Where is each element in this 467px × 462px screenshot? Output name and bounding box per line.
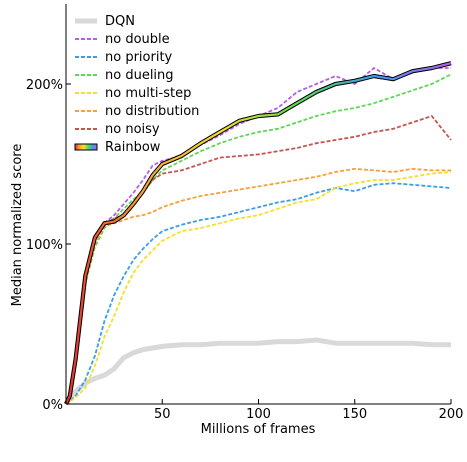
legend-label-no-priority: no priority bbox=[105, 50, 173, 65]
legend-label-no-multi-step: no multi-step bbox=[105, 86, 191, 101]
legend-label-no-distribution: no distribution bbox=[105, 104, 199, 119]
x-tick-label: 200 bbox=[439, 407, 464, 422]
y-tick-label: 100% bbox=[26, 238, 63, 253]
axes: 50 100 150 200 0% 100% 200% bbox=[26, 4, 464, 422]
legend-label-dqn: DQN bbox=[105, 14, 135, 29]
plot-area bbox=[64, 61, 452, 406]
series-line-no-noisy bbox=[65, 115, 452, 405]
y-tick-label: 200% bbox=[26, 78, 63, 93]
y-axis-label: Median normalized score bbox=[10, 144, 25, 307]
legend: DQN no double no priority no dueling no mult… bbox=[74, 14, 199, 155]
series-line-no-priority bbox=[65, 182, 452, 405]
series-line-no-distribution bbox=[65, 167, 451, 405]
x-tick-label: 100 bbox=[246, 407, 271, 422]
series-line-rainbow bbox=[65, 62, 452, 405]
legend-label-no-noisy: no noisy bbox=[105, 122, 160, 137]
x-axis-label: Millions of frames bbox=[201, 422, 316, 437]
legend-label-no-double: no double bbox=[105, 32, 170, 47]
legend-label-rainbow: Rainbow bbox=[105, 140, 161, 155]
x-tick-label: 150 bbox=[342, 407, 367, 422]
x-tick-label: 50 bbox=[154, 407, 171, 422]
y-tick-label: 0% bbox=[42, 398, 63, 413]
legend-label-no-dueling: no dueling bbox=[105, 68, 174, 83]
legend-swatch-rainbow bbox=[74, 143, 98, 151]
series-line-no-dueling bbox=[65, 73, 452, 405]
series-line-dqn bbox=[64, 337, 451, 406]
